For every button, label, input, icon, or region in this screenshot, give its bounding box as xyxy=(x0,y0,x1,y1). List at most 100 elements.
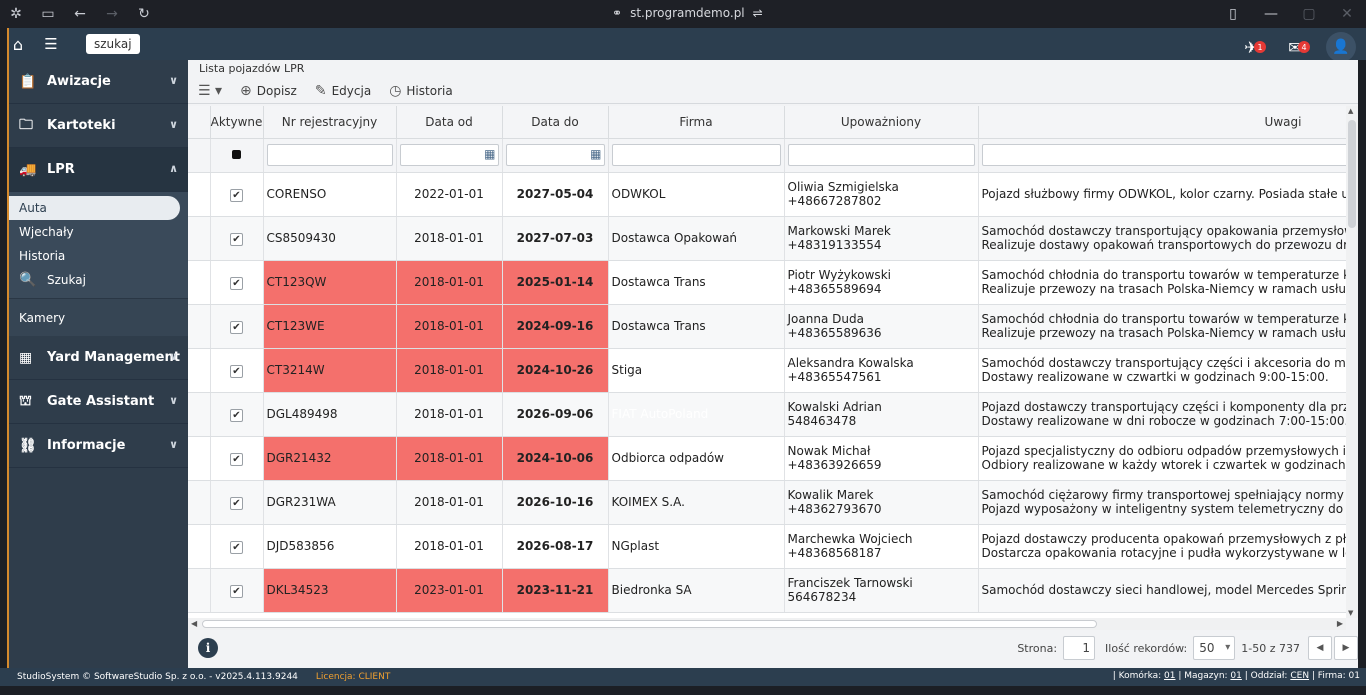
scroll-left-icon[interactable]: ◀ xyxy=(191,619,198,628)
cell-date-to[interactable]: 2025-01-14 xyxy=(502,260,609,305)
table-row[interactable]: ✔ CT3214W 2018-01-01 2024-10-26 Stiga Aleksan… xyxy=(188,348,1346,393)
cell-authorized[interactable]: Franciszek Tarnowski 564678234 xyxy=(784,568,979,613)
column-header-date-from[interactable]: Data od xyxy=(396,106,503,139)
prev-page-button[interactable]: ◀ xyxy=(1308,636,1332,660)
cell-authorized[interactable]: Nowak Michał +48363926659 xyxy=(784,436,979,481)
close-icon[interactable]: ✕ xyxy=(1341,6,1353,22)
cell-authorized[interactable]: Marchewka Wojciech +48368568187 xyxy=(784,524,979,569)
cell-company[interactable]: FIAT AutoPoland xyxy=(608,392,785,437)
filter-date-from-input[interactable] xyxy=(399,144,499,166)
vertical-scroll-thumb[interactable] xyxy=(1348,120,1356,228)
cell-authorized[interactable]: Oliwia Szmigielska +48667287802 xyxy=(784,172,979,217)
cell-notes[interactable]: Samochód dostawczy transportujący części… xyxy=(978,348,1346,393)
active-checkbox[interactable]: ✔ xyxy=(230,232,243,246)
address-bar[interactable]: ⚭ st.programdemo.pl ⇌ xyxy=(612,6,763,20)
row-indicator[interactable] xyxy=(188,260,211,305)
sidebar-subitem-historia[interactable]: Historia xyxy=(19,249,66,263)
back-icon[interactable]: ← xyxy=(74,6,86,22)
cell-company[interactable]: Stiga xyxy=(608,348,785,393)
filter-notes-input[interactable] xyxy=(981,144,1346,166)
cell-company[interactable]: Dostawca Opakowań xyxy=(608,216,785,261)
cell-date-from[interactable]: 2018-01-01 xyxy=(396,216,503,261)
column-menu-button[interactable]: ☰ ▾ xyxy=(198,83,222,99)
oddzial-link[interactable]: CEN xyxy=(1290,671,1310,681)
reload-icon[interactable]: ↻ xyxy=(138,6,150,22)
cell-authorized[interactable]: Kowalik Marek +48362793670 xyxy=(784,480,979,525)
column-header-aktywne[interactable]: Aktywne xyxy=(210,106,264,139)
browser-logo-icon[interactable]: ✲ xyxy=(10,6,22,22)
edit-button[interactable]: ✎ Edycja xyxy=(315,83,371,99)
cell-date-from[interactable]: 2022-01-01 xyxy=(396,172,503,217)
komorka-link[interactable]: 01 xyxy=(1164,671,1176,681)
table-row[interactable]: ✔ CT123QW 2018-01-01 2025-01-14 Dostawca Tra… xyxy=(188,260,1346,305)
row-indicator[interactable] xyxy=(188,524,211,569)
sidebar-item-lpr[interactable]: 🚚 LPR ∧ xyxy=(9,148,188,192)
cell-plate[interactable]: CT3214W xyxy=(263,348,397,393)
cell-date-from[interactable]: 2018-01-01 xyxy=(396,348,503,393)
add-button[interactable]: ⊕ Dopisz xyxy=(240,83,297,99)
maximize-icon[interactable]: ▢ xyxy=(1302,6,1316,22)
active-checkbox[interactable]: ✔ xyxy=(230,452,243,466)
cell-notes[interactable]: Pojazd specjalistyczny do odbioru odpadó… xyxy=(978,436,1346,481)
active-checkbox[interactable]: ✔ xyxy=(230,364,243,378)
active-checkbox[interactable]: ✔ xyxy=(230,584,243,598)
filter-date-to-input[interactable] xyxy=(505,144,605,166)
cell-date-to[interactable]: 2027-07-03 xyxy=(502,216,609,261)
active-checkbox[interactable]: ✔ xyxy=(230,540,243,554)
notifications-icon[interactable]: ✈ 1 xyxy=(1238,35,1266,59)
cell-date-to[interactable]: 2024-10-06 xyxy=(502,436,609,481)
messages-icon[interactable]: ✉ 4 xyxy=(1282,35,1310,59)
forward-icon[interactable]: → xyxy=(106,6,118,22)
sidebar-item-yard-management[interactable]: ▦ Yard Management ∨ xyxy=(9,336,188,380)
horizontal-scrollbar[interactable]: ◀ ▶ xyxy=(188,618,1346,630)
column-header-authorized[interactable]: Upoważniony xyxy=(784,106,979,139)
cell-plate[interactable]: CORENSO xyxy=(263,172,397,217)
search-button[interactable]: szukaj xyxy=(86,34,140,54)
info-icon[interactable]: i xyxy=(198,638,218,658)
cell-plate[interactable]: DJD583856 xyxy=(263,524,397,569)
filter-authorized-input[interactable] xyxy=(787,144,975,166)
cell-plate[interactable]: DGR231WA xyxy=(263,480,397,525)
cell-plate[interactable]: DGL489498 xyxy=(263,392,397,437)
cell-date-from[interactable]: 2018-01-01 xyxy=(396,480,503,525)
cell-date-to[interactable]: 2027-05-04 xyxy=(502,172,609,217)
cell-date-from[interactable]: 2018-01-01 xyxy=(396,436,503,481)
sidebar-item-kamery[interactable]: Kamery xyxy=(9,298,188,336)
cell-company[interactable]: KOIMEX S.A. xyxy=(608,480,785,525)
cell-company[interactable]: Dostawca Trans xyxy=(608,304,785,349)
table-row[interactable]: ✔ DKL34523 2023-01-01 2023-11-21 Biedronka S… xyxy=(188,568,1346,613)
home-icon[interactable]: ⌂ xyxy=(12,34,24,54)
cell-date-to[interactable]: 2024-10-26 xyxy=(502,348,609,393)
cell-notes[interactable]: Samochód chłodnia do transportu towarów … xyxy=(978,260,1346,305)
active-checkbox[interactable]: ✔ xyxy=(230,276,243,290)
cell-plate[interactable]: CT123QW xyxy=(263,260,397,305)
cell-authorized[interactable]: Kowalski Adrian 548463478 xyxy=(784,392,979,437)
cell-notes[interactable]: Pojazd służbowy firmy ODWKOL, kolor czar… xyxy=(978,172,1346,217)
active-checkbox[interactable]: ✔ xyxy=(230,320,243,334)
cell-plate[interactable]: DKL34523 xyxy=(263,568,397,613)
cell-date-to[interactable]: 2023-11-21 xyxy=(502,568,609,613)
cell-authorized[interactable]: Piotr Wyżykowski +48365589694 xyxy=(784,260,979,305)
cell-authorized[interactable]: Joanna Duda +48365589636 xyxy=(784,304,979,349)
sidebar-subitem-auta[interactable]: Auta xyxy=(9,196,180,220)
user-avatar-icon[interactable]: 👤 xyxy=(1326,32,1356,62)
sidebar-item-informacje[interactable]: ⛓ Informacje ∨ xyxy=(9,424,188,468)
cell-plate[interactable]: CT123WE xyxy=(263,304,397,349)
magazyn-link[interactable]: 01 xyxy=(1230,671,1242,681)
cell-plate[interactable]: CS8509430 xyxy=(263,216,397,261)
cell-notes[interactable]: Samochód dostawczy sieci handlowej, mode… xyxy=(978,568,1346,613)
table-row[interactable]: ✔ DGR21432 2018-01-01 2024-10-06 Odbiorca od… xyxy=(188,436,1346,481)
column-header-date-to[interactable]: Data do xyxy=(502,106,609,139)
cell-authorized[interactable]: Markowski Marek +48319133554 xyxy=(784,216,979,261)
row-indicator[interactable] xyxy=(188,304,211,349)
site-settings-icon[interactable]: ⇌ xyxy=(752,6,763,20)
column-header-company[interactable]: Firma xyxy=(608,106,785,139)
row-indicator[interactable] xyxy=(188,392,211,437)
table-row[interactable]: ✔ DGR231WA 2018-01-01 2026-10-16 KOIMEX S.A.… xyxy=(188,480,1346,525)
active-checkbox[interactable]: ✔ xyxy=(230,188,243,202)
vertical-scrollbar[interactable]: ▲ ▼ xyxy=(1346,106,1358,618)
row-indicator[interactable] xyxy=(188,436,211,481)
horizontal-scroll-thumb[interactable] xyxy=(202,620,1097,628)
cell-company[interactable]: NGplast xyxy=(608,524,785,569)
active-checkbox[interactable]: ✔ xyxy=(230,408,243,422)
